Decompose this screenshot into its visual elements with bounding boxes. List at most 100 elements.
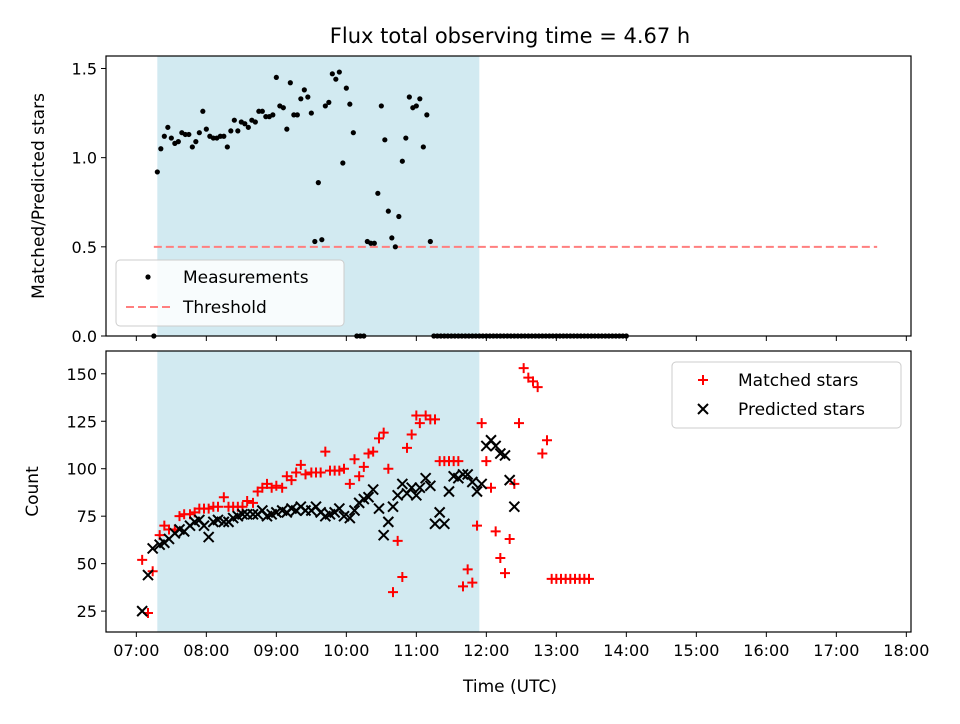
legend-box: [671, 361, 902, 429]
legend: Measurements Threshold: [115, 259, 345, 327]
matched-stars-point: [339, 463, 349, 474]
predicted-stars-point: [438, 518, 451, 530]
plot-frame: [105, 55, 912, 337]
measurement-point: [375, 190, 381, 196]
matched-stars-point: [368, 446, 379, 457]
predicted-stars-point: [466, 476, 479, 488]
matched-stars-point: [277, 482, 288, 493]
measurement-point: [424, 112, 430, 118]
matched-stars-point: [374, 433, 384, 444]
measurement-point: [322, 103, 328, 109]
measurement-point: [245, 124, 251, 130]
predicted-stars-point: [489, 440, 502, 452]
measurement-point: [319, 237, 325, 243]
measurement-point: [406, 94, 412, 100]
matched-stars-point: [388, 587, 398, 598]
matched-stars-point: [174, 511, 185, 522]
matched-stars-point: [453, 456, 464, 467]
series-predicted-stars: [136, 434, 521, 617]
y-tick-label: 25: [77, 602, 97, 621]
bottom-panel: 25 50 75 100 125 150 07:00 08:00 09:00 10:00 11:00…: [23, 350, 929, 660]
matched-stars-point: [248, 497, 258, 508]
measurement-point: [273, 74, 279, 81]
predicted-stars-point: [503, 474, 516, 486]
measurement-point: [235, 128, 241, 134]
predicted-stars-point: [405, 481, 418, 494]
matched-stars-point: [242, 495, 253, 506]
measurement-point: [203, 126, 209, 132]
x-tick-label: 14:00: [603, 641, 649, 660]
measurement-point: [413, 103, 419, 109]
y-tick-label: 0.5: [72, 238, 97, 257]
matched-stars-point: [300, 469, 311, 480]
measurement-point: [242, 121, 248, 127]
x-tick-label: 11:00: [393, 641, 439, 660]
y-tick-label: 150: [66, 365, 97, 384]
x-tick-label: 16:00: [743, 641, 789, 660]
predicted-stars-point: [499, 449, 511, 462]
x-tick-label: 09:00: [253, 641, 299, 660]
matched-stars-point: [358, 461, 369, 472]
matched-stars-point: [349, 454, 360, 465]
legend-label-predicted: Predicted stars: [738, 400, 865, 420]
matched-stars-point: [518, 363, 529, 374]
y-tick-label: 75: [77, 507, 97, 526]
measurement-point: [312, 238, 318, 245]
measurement-point: [417, 96, 423, 102]
matched-stars-point: [218, 492, 229, 503]
measurement-point: [343, 85, 349, 91]
predicted-stars-point: [443, 485, 455, 498]
measurement-point: [350, 130, 356, 136]
x-tick-label: 15:00: [673, 641, 719, 660]
matched-stars-point: [213, 501, 223, 512]
matched-stars-point: [504, 533, 515, 544]
measurement-point: [389, 235, 395, 241]
predicted-stars-point: [424, 480, 437, 492]
matched-stars-point: [378, 427, 389, 438]
measurement-point: [403, 135, 409, 141]
predicted-stars-point: [433, 506, 446, 519]
measurement-point: [228, 128, 234, 134]
matched-stars-point: [476, 418, 487, 429]
predicted-stars-point: [362, 491, 375, 503]
chart-title: Flux total observing time = 4.67 h: [330, 24, 690, 48]
legend-predicted-marker: [697, 403, 709, 415]
matched-stars-point: [584, 573, 594, 584]
matched-stars-point: [286, 475, 297, 486]
measurement-point: [294, 112, 300, 118]
measurement-point: [284, 126, 290, 132]
measurement-point: [196, 130, 202, 136]
matched-stars-point: [490, 526, 501, 537]
y-tick-label: 1.5: [72, 59, 97, 78]
measurement-point: [224, 144, 230, 150]
measurement-point: [333, 76, 339, 82]
predicted-stars-point: [333, 502, 346, 515]
x-tick-label: 18:00: [883, 641, 929, 660]
legend-matched-marker: [698, 375, 708, 385]
x-tick-label: 17:00: [813, 641, 859, 660]
x-tick-label: 10:00: [323, 641, 369, 660]
measurement-point: [186, 131, 192, 138]
matched-stars-point: [462, 564, 473, 575]
matched-stars-point: [406, 429, 417, 440]
predicted-stars-point: [136, 605, 148, 617]
legend-measurement-marker: [145, 274, 151, 280]
predicted-stars-point: [414, 481, 426, 494]
matched-stars-point: [354, 471, 365, 482]
predicted-stars-point: [391, 489, 404, 502]
matched-stars-point: [542, 435, 552, 446]
measurement-point: [427, 238, 433, 245]
predicted-stars-point: [410, 489, 423, 502]
matched-stars-point: [467, 577, 478, 588]
measurement-point: [340, 160, 346, 166]
matched-stars-point: [203, 503, 214, 514]
measurement-point: [154, 169, 160, 175]
measurement-point: [396, 213, 402, 220]
matched-stars-point: [500, 568, 510, 579]
predicted-stars-point: [373, 502, 385, 515]
measurement-point: [193, 139, 199, 145]
matched-stars-point: [392, 535, 403, 546]
predicted-stars-point: [236, 508, 249, 520]
matched-stars-point: [266, 482, 277, 493]
x-tick-label: 13:00: [533, 641, 579, 660]
